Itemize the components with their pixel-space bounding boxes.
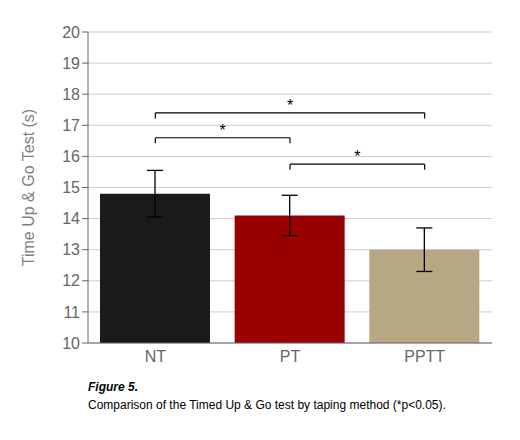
svg-text:15: 15: [62, 179, 80, 196]
svg-text:17: 17: [62, 117, 80, 134]
svg-text:*: *: [220, 122, 226, 139]
svg-text:Time Up & Go Test (s): Time Up & Go Test (s): [20, 109, 37, 266]
svg-text:16: 16: [62, 148, 80, 165]
svg-text:10: 10: [62, 335, 80, 352]
svg-text:13: 13: [62, 241, 80, 258]
svg-text:*: *: [354, 148, 360, 165]
svg-text:PT: PT: [280, 348, 301, 365]
svg-text:NT: NT: [145, 348, 167, 365]
svg-text:PPTT: PPTT: [404, 348, 445, 365]
svg-text:19: 19: [62, 55, 80, 72]
svg-text:18: 18: [62, 86, 80, 103]
html-text:Comparison of the Timed Up & G: Comparison of the Timed Up & Go test by …: [88, 398, 446, 412]
svg-text:11: 11: [63, 304, 80, 321]
svg-text:20: 20: [62, 24, 80, 41]
svg-text:*: *: [287, 97, 293, 114]
svg-text:14: 14: [62, 210, 80, 227]
svg-text:12: 12: [62, 272, 80, 289]
html-text:Figure 5.: Figure 5.: [88, 380, 138, 394]
